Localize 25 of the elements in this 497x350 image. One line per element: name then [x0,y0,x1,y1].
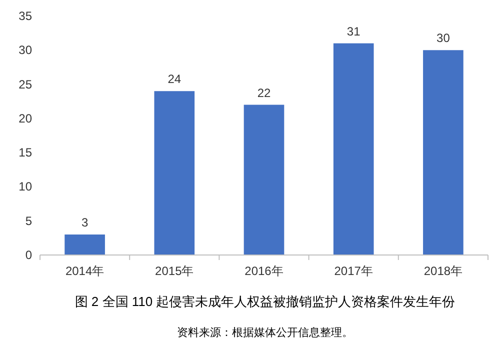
x-tick-label: 2015年 [155,264,194,278]
bar [423,50,464,255]
y-tick-label: 5 [25,214,32,228]
bar [154,91,195,255]
x-tick-label: 2018年 [424,264,463,278]
bar [64,234,105,255]
x-tick-label: 2016年 [244,264,284,278]
y-tick-label: 35 [18,9,32,23]
x-tick-label: 2017年 [334,264,373,278]
data-label: 30 [436,31,450,46]
y-tick-label: 20 [18,111,32,126]
data-label: 31 [346,24,361,38]
data-label: 22 [257,86,271,100]
text: 资料来源：根据媒体公开信息整理。 [177,326,353,339]
y-tick-label: 15 [18,146,32,160]
y-tick-label: 0 [25,248,32,262]
data-label: 24 [168,72,182,86]
y-tick-label: 10 [18,180,32,194]
bar [333,43,374,255]
data-label: 3 [81,216,88,230]
bar [244,104,284,255]
y-tick-label: 30 [18,43,32,58]
y-tick-label: 25 [18,77,32,92]
x-tick-label: 2014年 [65,264,104,278]
text: 图 2 全国 110 起侵害未成年人权益被撤销监护人资格案件发生年份 [74,294,456,309]
